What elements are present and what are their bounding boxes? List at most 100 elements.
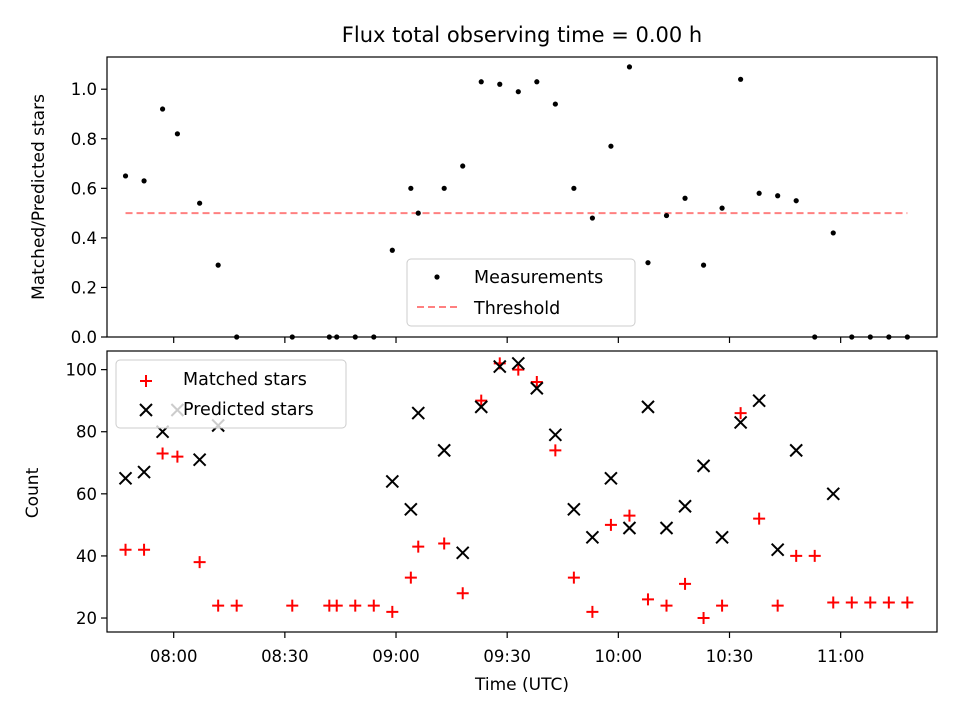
legend-predicted-marker [139,403,153,417]
matched-star-point [330,599,343,612]
matched-star-point [456,587,469,600]
top-y-axis-label: Matched/Predicted stars [29,94,49,300]
measurement-point [738,76,744,82]
legend-measurements-marker [434,274,440,280]
measurement-point [775,193,781,199]
measurement-point [122,173,129,179]
matched-star-point [438,537,451,550]
measurement-point [756,190,762,196]
predicted-star-point [678,499,692,513]
matched-star-point [660,599,673,612]
predicted-star-point [641,400,655,414]
measurement-point [663,212,670,219]
bottom-plot-marks [118,356,914,625]
matched-star-point [367,599,380,612]
matched-star-point [864,596,877,609]
measurement-point [389,247,395,253]
predicted-star-point [493,359,507,374]
top-y-tick-label: 0.0 [71,328,97,347]
matched-star-point [530,376,543,389]
matched-star-point [512,363,525,376]
measurement-point [415,210,421,216]
bottom-legend-box [115,359,347,429]
predicted-star-point [567,502,581,517]
top-y-tick-label: 0.4 [71,229,97,248]
predicted-star-point [733,415,748,430]
matched-star-point [230,599,243,612]
measurement-point [626,64,633,70]
predicted-star-point [404,502,418,517]
legend-threshold-label: Threshold [473,299,560,319]
top-y-tick-label: 0.8 [71,130,97,149]
matched-star-point [716,599,729,612]
predicted-star-point [604,471,618,486]
matched-star-point [734,407,747,420]
bottom-axes-frame [106,350,938,633]
measurement-point [719,205,725,211]
matched-star-point [119,543,132,556]
matched-star-point [193,556,206,569]
measurement-point [589,215,596,221]
measurement-point [197,200,203,206]
predicted-star-point [696,459,711,473]
bottom-x-tick-label: 08:00 [150,647,198,666]
top-y-tick-label: 1.0 [71,80,97,99]
bottom-legend: Matched stars Predicted stars [115,359,347,429]
matched-star-point [212,599,225,612]
measurement-point [215,262,221,268]
bottom-y-tick-label: 20 [76,609,97,628]
bottom-x-tick-label: 10:00 [595,647,643,666]
top-panel: Flux total observing time = 0.00 h Match… [29,23,938,347]
matched-star-point [827,596,840,609]
bottom-x-axis-label: Time (UTC) [474,675,569,695]
measurement-point [408,185,414,191]
top-y-ticks: 0.0 0.2 0.4 0.6 0.8 1.0 [71,80,107,347]
measurement-point [174,131,181,137]
top-axes-frame [106,56,938,338]
matched-star-point [586,605,599,618]
matched-star-point [549,444,562,457]
matched-star-point [404,571,417,584]
legend-predicted-label: Predicted stars [183,400,314,420]
matched-star-point [386,605,399,618]
measurement-point [460,163,466,169]
matched-star-point [138,543,151,556]
legend-matched-label: Matched stars [183,370,307,390]
measurement-point [571,185,577,191]
matched-star-point [641,593,654,606]
measurement-point [534,79,540,85]
predicted-star-point [411,406,425,420]
matched-star-point [286,599,299,612]
bottom-x-tick-label: 09:30 [483,647,531,666]
measurement-point [608,143,614,149]
matched-star-point [349,599,362,612]
matched-star-point [790,549,803,562]
predicted-star-point [474,400,488,414]
predicted-star-point [826,487,840,501]
matched-star-point [845,596,858,609]
matched-star-point [771,599,784,612]
bottom-x-tick-label: 09:00 [372,647,420,666]
measurement-point [515,89,521,95]
matched-star-point [623,509,636,522]
top-legend: Measurements Threshold [406,258,636,327]
matched-star-point [475,394,488,407]
measurement-point [497,81,503,87]
matched-star-point [753,512,766,525]
measurement-point [552,101,558,107]
bottom-y-tick-label: 80 [76,423,97,442]
matched-star-point [882,596,895,609]
predicted-star-point [548,428,563,442]
predicted-star-point [715,530,729,545]
matched-star-point [412,540,425,553]
predicted-star-point [137,465,151,479]
measurement-point [645,260,651,266]
top-chart-title: Flux total observing time = 0.00 h [342,23,702,47]
matched-star-point [697,612,710,625]
predicted-star-point [770,543,785,557]
measurement-point [159,106,166,112]
predicted-star-point [789,443,803,458]
predicted-star-point [659,521,674,535]
